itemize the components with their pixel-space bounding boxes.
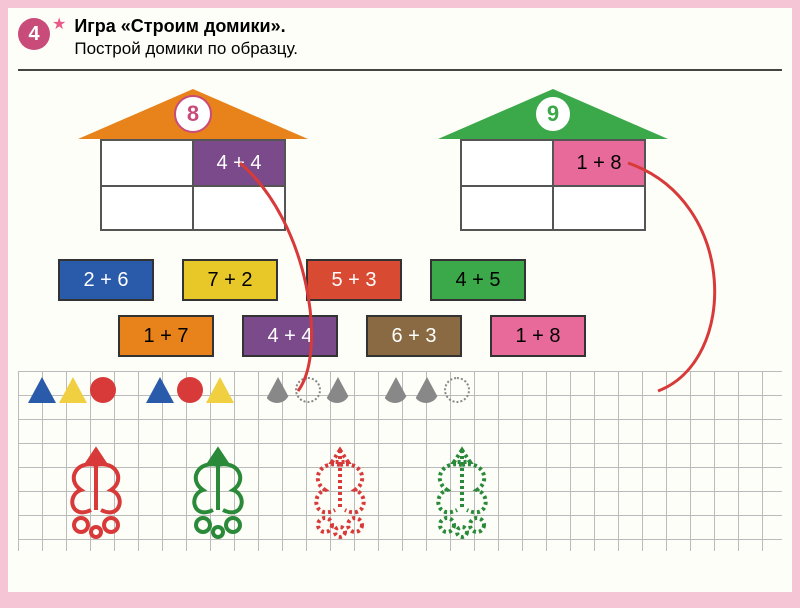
house-cell-empty: [462, 141, 552, 185]
roof-number: 8: [174, 95, 212, 133]
tiles-area: 2 + 67 + 25 + 34 + 5 1 + 74 + 46 + 31 + …: [8, 251, 792, 357]
house-cell-empty: [102, 141, 192, 185]
shapes-sequence: [28, 377, 470, 403]
answer-tile[interactable]: 4 + 4: [242, 315, 338, 357]
exercise-number-badge: 4: [18, 18, 50, 50]
answer-tile[interactable]: 1 + 7: [118, 315, 214, 357]
circle-icon: [90, 377, 116, 403]
answer-tile[interactable]: 7 + 2: [182, 259, 278, 301]
worksheet-page: 4 ★ Игра «Строим домики». Построй домики…: [8, 8, 792, 592]
ornament-icon: [46, 440, 146, 545]
house-cell-empty: [102, 187, 192, 229]
star-icon: ★: [52, 14, 66, 34]
triangle-icon: [146, 377, 174, 403]
tile-row-1: 2 + 6 7 + 2 5 + 3 4 + 5: [58, 259, 742, 301]
house-cell-empty: [192, 187, 284, 229]
house-cell-example: 4 + 4: [192, 141, 284, 185]
answer-tile[interactable]: 4 + 5: [430, 259, 526, 301]
exercise-subtitle: Построй домики по образцу.: [74, 39, 298, 59]
triangle-outline-icon: [382, 377, 410, 403]
house-body: 4 + 4: [100, 139, 286, 231]
triangle-outline-icon: [324, 377, 352, 403]
answer-tile[interactable]: 1 + 8: [490, 315, 586, 357]
grid-pattern-area: [18, 371, 782, 551]
roof-number: 9: [534, 95, 572, 133]
triangle-icon: [206, 377, 234, 403]
title-block: Игра «Строим домики». Построй домики по …: [74, 16, 298, 59]
house-9: 9 1 + 8: [438, 89, 668, 231]
circle-outline-icon: [295, 377, 321, 403]
answer-tile[interactable]: 2 + 6: [58, 259, 154, 301]
answer-tile[interactable]: 6 + 3: [366, 315, 462, 357]
house-body: 1 + 8: [460, 139, 646, 231]
exercise-header: 4 ★ Игра «Строим домики». Построй домики…: [8, 8, 792, 63]
house-cell-example: 1 + 8: [552, 141, 644, 185]
circle-outline-icon: [444, 377, 470, 403]
house-cell-empty: [462, 187, 552, 229]
ornament-icon: [412, 440, 512, 545]
ornament-icon: [168, 440, 268, 545]
ornament-icon: [290, 440, 390, 545]
triangle-icon: [59, 377, 87, 403]
houses-area: 8 4 + 4 9 1 + 8: [8, 71, 792, 251]
roof: 8: [78, 89, 308, 139]
triangle-outline-icon: [264, 377, 292, 403]
triangle-icon: [28, 377, 56, 403]
house-cell-empty: [552, 187, 644, 229]
circle-icon: [177, 377, 203, 403]
tile-row-2: 1 + 7 4 + 4 6 + 3 1 + 8: [118, 315, 742, 357]
exercise-title: Игра «Строим домики».: [74, 16, 298, 37]
roof: 9: [438, 89, 668, 139]
triangle-outline-icon: [413, 377, 441, 403]
house-8: 8 4 + 4: [78, 89, 308, 231]
answer-tile[interactable]: 5 + 3: [306, 259, 402, 301]
